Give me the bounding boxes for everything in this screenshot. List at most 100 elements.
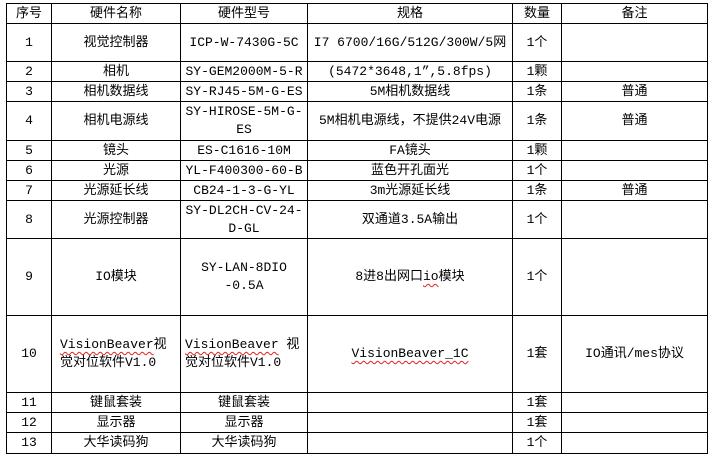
cell-spec: (5472*3648,1”,5.8fps) [307, 61, 513, 82]
table-row: 13 大华读码狗 大华读码狗 1个 [6, 432, 708, 454]
spec-text-misspelled: VisionBeaver_1C [351, 346, 469, 361]
cell-note [561, 23, 708, 62]
cell-qty: 1条 [512, 180, 562, 201]
cell-spec [307, 412, 513, 433]
cell-qty: 1套 [512, 315, 562, 393]
cell-model: VisionBeaver 视觉对位软件V1.0 [180, 315, 308, 393]
cell-model: 显示器 [180, 412, 308, 433]
table-row: 9 IO模块 SY-LAN-8DIO-0.5A 8进8出网口io模块 1个 [6, 238, 708, 316]
cell-model: SY-GEM2000M-5-R [180, 61, 308, 82]
header-model: 硬件型号 [180, 3, 308, 24]
table-row: 11 键鼠套装 键鼠套装 1套 [6, 392, 708, 413]
cell-name: 显示器 [51, 412, 181, 433]
cell-spec [307, 392, 513, 413]
table-row: 3 相机数据线 SY-RJ45-5M-G-ES 5M相机数据线 1条 普通 [6, 81, 708, 102]
cell-model: YL-F400300-60-B [180, 160, 308, 181]
header-row: 序号 硬件名称 硬件型号 规格 数量 备注 [6, 3, 708, 24]
table-row: 6 光源 YL-F400300-60-B 蓝色开孔面光 1个 [6, 160, 708, 181]
cell-no: 2 [6, 61, 52, 82]
cell-note [561, 238, 708, 316]
name-text: 视觉对位软件V1.0 [60, 337, 167, 370]
table-row: 5 镜头 ES-C1616-10M FA镜头 1颗 [6, 140, 708, 161]
cell-spec: I7 6700/16G/512G/300W/5网 [307, 23, 513, 62]
cell-qty: 1颗 [512, 140, 562, 161]
cell-note: 普通 [561, 180, 708, 201]
cell-no: 10 [6, 315, 52, 393]
cell-qty: 1个 [512, 23, 562, 62]
cell-model: 大华读码狗 [180, 432, 308, 454]
cell-no: 4 [6, 101, 52, 141]
table-row: 12 显示器 显示器 1套 [6, 412, 708, 433]
cell-name: 相机数据线 [51, 81, 181, 102]
cell-model: ES-C1616-10M [180, 140, 308, 161]
cell-spec [307, 432, 513, 454]
table-row: 1 视觉控制器 ICP-W-7430G-5C I7 6700/16G/512G/… [6, 23, 708, 62]
cell-qty: 1颗 [512, 61, 562, 82]
cell-qty: 1个 [512, 160, 562, 181]
name-text-misspelled: VisionBeaver [60, 337, 154, 352]
cell-model: ICP-W-7430G-5C [180, 23, 308, 62]
cell-name: 镜头 [51, 140, 181, 161]
table-row: 4 相机电源线 SY-HIROSE-5M-G-ES 5M相机电源线，不提供24V… [6, 101, 708, 141]
cell-note [561, 432, 708, 454]
cell-note: IO通讯/mes协议 [561, 315, 708, 393]
cell-name: IO模块 [51, 238, 181, 316]
cell-spec: 5M相机数据线 [307, 81, 513, 102]
cell-spec: 双通道3.5A输出 [307, 200, 513, 239]
cell-note [561, 200, 708, 239]
model-text: 视觉对位软件V1.0 [185, 337, 300, 370]
cell-name: 视觉控制器 [51, 23, 181, 62]
cell-spec: FA镜头 [307, 140, 513, 161]
cell-name: 相机 [51, 61, 181, 82]
cell-model: SY-LAN-8DIO-0.5A [180, 238, 308, 316]
header-name: 硬件名称 [51, 3, 181, 24]
cell-model: 键鼠套装 [180, 392, 308, 413]
cell-no: 9 [6, 238, 52, 316]
table-row: 7 光源延长线 CB24-1-3-G-YL 3m光源延长线 1条 普通 [6, 180, 708, 201]
cell-spec: 5M相机电源线，不提供24V电源 [307, 101, 513, 141]
model-text-misspelled: VisionBeaver [185, 337, 279, 352]
cell-no: 7 [6, 180, 52, 201]
table-row: 8 光源控制器 SY-DL2CH-CV-24-D-GL 双通道3.5A输出 1个 [6, 200, 708, 239]
cell-name: 光源控制器 [51, 200, 181, 239]
cell-model: CB24-1-3-G-YL [180, 180, 308, 201]
cell-model: SY-HIROSE-5M-G-ES [180, 101, 308, 141]
header-qty: 数量 [512, 3, 562, 24]
cell-qty: 1套 [512, 412, 562, 433]
cell-note [561, 140, 708, 161]
spec-text: 模块 [438, 269, 465, 284]
cell-no: 5 [6, 140, 52, 161]
cell-name: 相机电源线 [51, 101, 181, 141]
cell-no: 8 [6, 200, 52, 239]
cell-name: 大华读码狗 [51, 432, 181, 454]
cell-spec: 蓝色开孔面光 [307, 160, 513, 181]
cell-qty: 1个 [512, 200, 562, 239]
cell-no: 1 [6, 23, 52, 62]
cell-name: 光源延长线 [51, 180, 181, 201]
cell-spec: VisionBeaver_1C [307, 315, 513, 393]
cell-model: SY-RJ45-5M-G-ES [180, 81, 308, 102]
cell-no: 11 [6, 392, 52, 413]
cell-spec: 3m光源延长线 [307, 180, 513, 201]
table-row: 2 相机 SY-GEM2000M-5-R (5472*3648,1”,5.8fp… [6, 61, 708, 82]
cell-note: 普通 [561, 81, 708, 102]
table-row: 10 VisionBeaver视觉对位软件V1.0 VisionBeaver 视… [6, 315, 708, 393]
cell-qty: 1套 [512, 392, 562, 413]
spec-text-misspelled: io [422, 269, 439, 284]
header-note: 备注 [561, 3, 708, 24]
header-spec: 规格 [307, 3, 513, 24]
cell-no: 13 [6, 432, 52, 454]
cell-qty: 1条 [512, 81, 562, 102]
cell-note [561, 61, 708, 82]
cell-name: 键鼠套装 [51, 392, 181, 413]
cell-note [561, 392, 708, 413]
header-no: 序号 [6, 3, 52, 24]
cell-no: 3 [6, 81, 52, 102]
cell-no: 12 [6, 412, 52, 433]
cell-spec: 8进8出网口io模块 [307, 238, 513, 316]
cell-name: VisionBeaver视觉对位软件V1.0 [51, 315, 181, 393]
cell-qty: 1个 [512, 238, 562, 316]
cell-qty: 1个 [512, 432, 562, 454]
cell-note: 普通 [561, 101, 708, 141]
cell-model: SY-DL2CH-CV-24-D-GL [180, 200, 308, 239]
